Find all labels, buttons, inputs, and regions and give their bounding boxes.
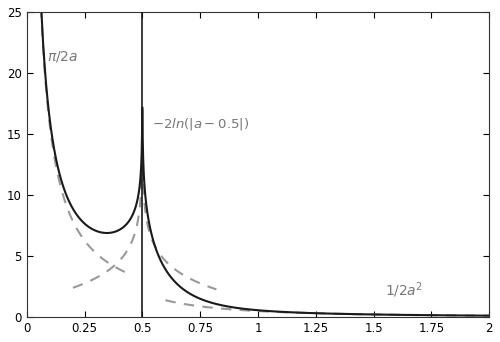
Text: $\pi /2a$: $\pi /2a$	[48, 49, 78, 64]
Text: $-2ln(|a-0.5|)$: $-2ln(|a-0.5|)$	[152, 116, 249, 132]
Text: $1/2a^2$: $1/2a^2$	[385, 280, 424, 300]
